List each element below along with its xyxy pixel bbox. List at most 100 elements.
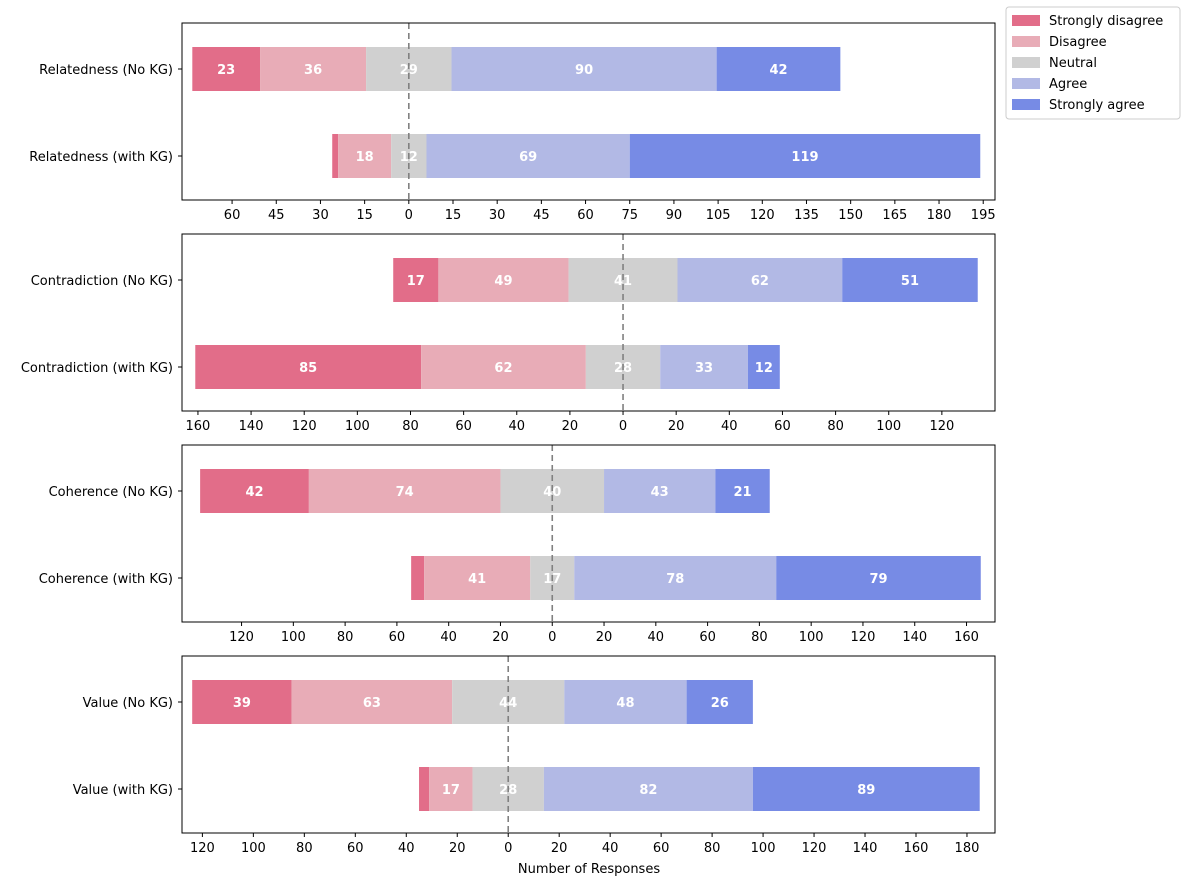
x-tick-label: 100: [876, 419, 901, 434]
segment-value-label: 23: [217, 63, 235, 78]
x-tick-label: 40: [440, 630, 457, 645]
bar-segment-strongly-disagree: [195, 345, 422, 389]
legend-item: Strongly agree: [1012, 98, 1145, 113]
bar-segment-strongly-disagree: [200, 469, 309, 513]
row-label: Contradiction (with KG): [21, 361, 173, 376]
bar-segment-strongly-agree: [629, 134, 981, 178]
x-tick-label: 20: [449, 841, 466, 856]
x-tick-label: 20: [596, 630, 613, 645]
segment-value-label: 29: [400, 63, 418, 78]
x-tick-label: 100: [345, 419, 370, 434]
x-tick-label: 40: [508, 419, 525, 434]
segment-value-label: 69: [519, 150, 537, 165]
x-tick-label: 40: [398, 841, 415, 856]
legend-item: Disagree: [1012, 35, 1107, 50]
bar-segment-agree: [660, 345, 748, 389]
segment-value-label: 18: [356, 150, 374, 165]
x-tick-label: 20: [668, 419, 685, 434]
segment-value-label: 85: [299, 361, 317, 376]
segment-value-label: 26: [711, 696, 729, 711]
bar-segment-strongly-disagree: [419, 767, 430, 811]
bar-row: 85 62 28 33 12: [195, 345, 780, 389]
segment-value-label: 41: [614, 274, 632, 289]
bar-segment-agree: [677, 258, 843, 302]
bar-segment-strongly-agree: [747, 345, 780, 389]
x-tick-label: 140: [239, 419, 264, 434]
bar-row: 39 63 44 48 26: [192, 680, 753, 724]
row-label: Relatedness (No KG): [39, 63, 173, 78]
segment-value-label: 21: [734, 485, 752, 500]
x-tick-label: 100: [241, 841, 266, 856]
x-tick-label: 120: [851, 630, 876, 645]
bar-segment-agree: [604, 469, 716, 513]
legend: Strongly disagree Disagree Neutral Agree Str…: [1005, 6, 1181, 120]
bar-segment-disagree: [438, 258, 569, 302]
segment-value-label: 82: [639, 783, 657, 798]
legend-label: Strongly disagree: [1049, 14, 1163, 29]
bar-row: 18 12 69 119: [332, 134, 981, 178]
row-label: Value (with KG): [73, 783, 173, 798]
bar-segment-strongly-disagree: [332, 134, 339, 178]
x-tick-label: 60: [455, 419, 472, 434]
x-tick-label: 100: [281, 630, 306, 645]
bar-segment-agree: [574, 556, 777, 600]
bar-segment-disagree: [424, 556, 531, 600]
segment-value-label: 12: [755, 361, 773, 376]
row-label: Coherence (No KG): [49, 485, 173, 500]
segment-value-label: 90: [575, 63, 593, 78]
row-label: Coherence (with KG): [39, 572, 173, 587]
segment-value-label: 43: [651, 485, 669, 500]
x-tick-label: 0: [619, 419, 627, 434]
bar-segment-disagree: [429, 767, 473, 811]
x-tick-label: 20: [492, 630, 509, 645]
bar-segment-strongly-agree: [715, 469, 770, 513]
x-tick-label: 120: [750, 208, 775, 223]
segment-value-label: 63: [363, 696, 381, 711]
bar-segment-strongly-agree: [716, 47, 841, 91]
x-tick-label: 180: [927, 208, 952, 223]
segment-value-label: 42: [245, 485, 263, 500]
x-tick-label: 60: [699, 630, 716, 645]
x-tick-label: 150: [838, 208, 863, 223]
legend-label: Strongly agree: [1049, 98, 1145, 113]
x-tick-label: 60: [577, 208, 594, 223]
x-tick-label: 60: [774, 419, 791, 434]
x-tick-label: 15: [445, 208, 462, 223]
bar-segment-strongly-disagree: [192, 47, 261, 91]
segment-value-label: 62: [494, 361, 512, 376]
legend-item: Agree: [1012, 77, 1087, 92]
bar-row: 42 74 40 43 21: [200, 469, 770, 513]
x-tick-label: 45: [533, 208, 550, 223]
segment-value-label: 39: [233, 696, 251, 711]
x-tick-label: 30: [489, 208, 506, 223]
segment-value-label: 51: [901, 274, 919, 289]
bar-row: 17 49 41 62 51: [393, 258, 978, 302]
x-tick-label: 0: [548, 630, 556, 645]
segment-value-label: 78: [666, 572, 684, 587]
legend-swatch: [1012, 78, 1040, 89]
x-tick-label: 80: [827, 419, 844, 434]
legend-swatch: [1012, 57, 1040, 68]
segment-value-label: 48: [616, 696, 634, 711]
x-tick-label: 105: [706, 208, 731, 223]
x-tick-label: 135: [794, 208, 819, 223]
row-label: Value (No KG): [83, 696, 173, 711]
x-tick-label: 180: [955, 841, 980, 856]
chart-panels: 23 36 29 90 42 Relatedness (No KG) 18 12 69 119 Re…: [21, 22, 996, 856]
bar-segment-disagree: [338, 134, 392, 178]
x-axis-label: Number of Responses: [518, 862, 660, 877]
x-tick-label: 160: [904, 841, 929, 856]
bar-segment-disagree: [291, 680, 453, 724]
legend-label: Neutral: [1049, 56, 1097, 71]
bar-segment-strongly-agree: [686, 680, 753, 724]
x-tick-label: 60: [389, 630, 406, 645]
x-tick-label: 75: [621, 208, 638, 223]
bar-segment-disagree: [308, 469, 501, 513]
segment-value-label: 89: [857, 783, 875, 798]
x-tick-label: 165: [882, 208, 907, 223]
x-tick-label: 120: [190, 841, 215, 856]
x-tick-label: 160: [186, 419, 211, 434]
x-tick-label: 0: [405, 208, 413, 223]
x-tick-label: 90: [666, 208, 683, 223]
